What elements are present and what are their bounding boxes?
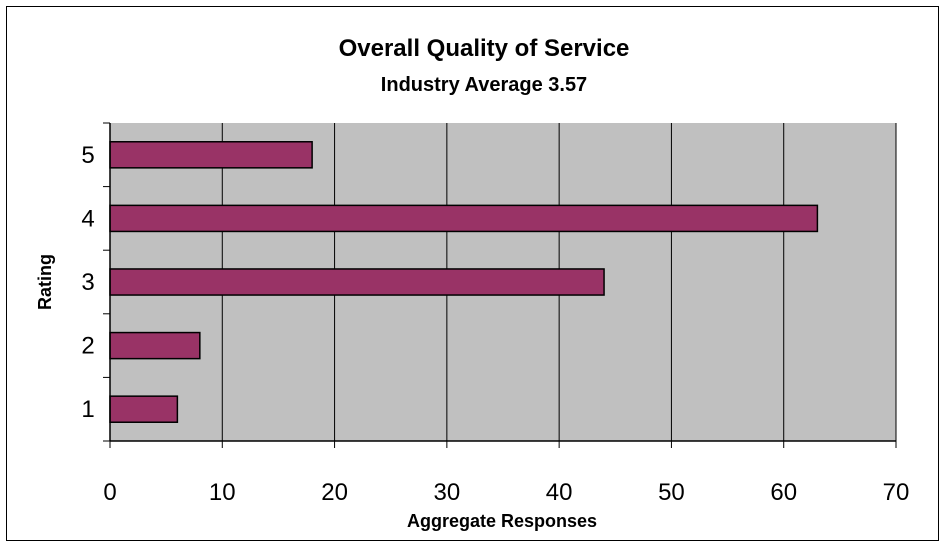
x-tick-label-10: 10: [209, 479, 236, 506]
bar-rating-1: [109, 395, 179, 423]
bar-rating-5: [109, 141, 313, 169]
chart-subtitle: Industry Average 3.57: [381, 74, 587, 96]
x-axis-title: Aggregate Responses: [407, 511, 597, 531]
bar-rating-3: [109, 268, 605, 296]
y-tick-label-2: 2: [81, 333, 94, 360]
x-tick-label-50: 50: [658, 479, 685, 506]
y-tick-labels: 1 2 3 4 5: [81, 142, 94, 423]
bar-rating-2: [109, 331, 201, 360]
x-tick-label-20: 20: [321, 479, 348, 506]
chart-title: Overall Quality of Service: [339, 35, 630, 62]
x-tick-label-60: 60: [770, 479, 797, 506]
y-axis-title: Rating: [35, 254, 55, 310]
y-tick-label-5: 5: [81, 142, 94, 169]
x-tick-label-30: 30: [434, 479, 461, 506]
x-tick-label-70: 70: [883, 479, 910, 506]
y-tick-label-4: 4: [81, 205, 94, 232]
axes: [103, 122, 897, 448]
bar-rating-4: [109, 204, 819, 233]
y-tick-label-3: 3: [81, 269, 94, 296]
x-tick-label-40: 40: [546, 479, 573, 506]
x-tick-label-0: 0: [103, 479, 116, 506]
x-tick-labels: 0 10 20 30 40 50 60 70: [103, 479, 909, 506]
y-tick-label-1: 1: [81, 396, 94, 423]
